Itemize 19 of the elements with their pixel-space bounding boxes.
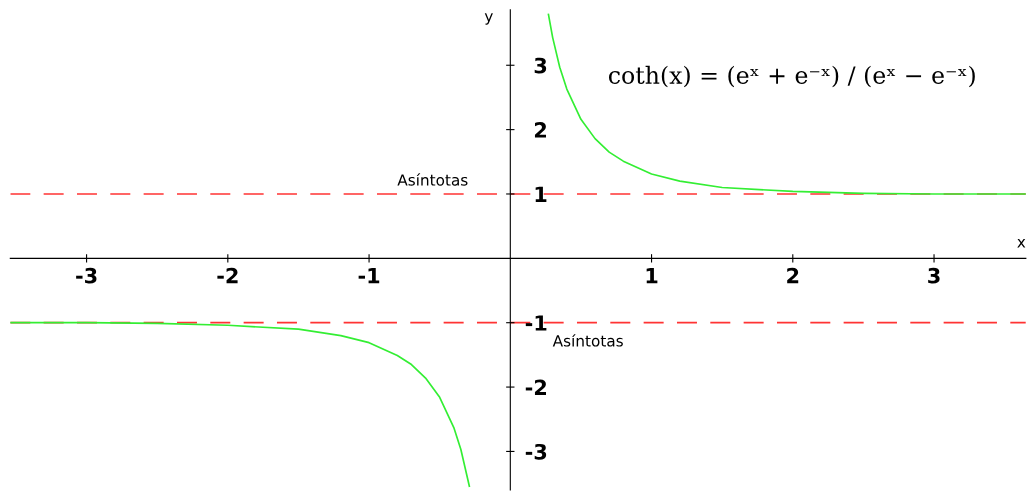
x-tick-label: -2 xyxy=(217,267,238,284)
x-axis-title: x xyxy=(1017,239,1026,248)
y-tick-label: -1 xyxy=(525,315,547,331)
y-tick-label: -3 xyxy=(525,443,547,460)
x-tick-label: 3 xyxy=(928,267,940,284)
x-tick-label: 2 xyxy=(787,267,799,284)
annotation: Asíntotas xyxy=(397,173,468,186)
x-tick-label: -3 xyxy=(76,267,97,284)
line-series xyxy=(547,13,1026,195)
x-tick-label: -1 xyxy=(358,268,380,284)
line-series xyxy=(10,321,471,488)
y-tick-label: -2 xyxy=(525,379,546,395)
y-axis-title: y xyxy=(484,13,493,25)
y-tick-label: 3 xyxy=(534,57,547,74)
annotation: Asíntotas xyxy=(552,334,623,347)
annotation: coth(x) = (eˣ + e⁻ˣ) / (eˣ − e⁻ˣ) xyxy=(608,65,975,88)
y-tick-label: 1 xyxy=(535,186,547,202)
y-tick-label: 2 xyxy=(534,122,546,138)
x-tick-label: 1 xyxy=(646,268,658,284)
